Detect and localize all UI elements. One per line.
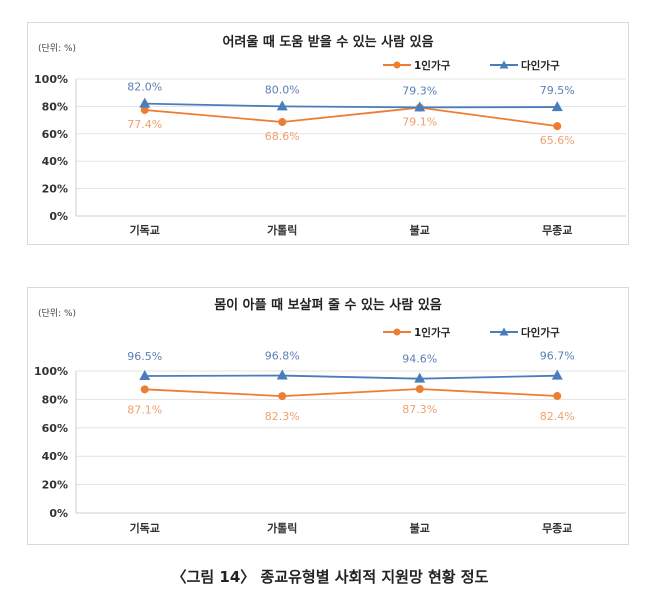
data-point-triangle: [276, 100, 288, 111]
data-label: 65.6%: [540, 134, 575, 147]
x-tick-label: 기독교: [130, 223, 160, 237]
data-label: 82.3%: [265, 410, 300, 423]
x-tick-label: 가톨릭: [267, 521, 297, 535]
data-label: 79.3%: [402, 84, 437, 97]
data-point-triangle: [414, 101, 426, 112]
data-label: 94.6%: [402, 353, 437, 366]
data-label: 77.4%: [127, 118, 162, 131]
data-point-triangle: [414, 372, 426, 383]
legend-label: 1인가구: [414, 59, 451, 72]
data-point-triangle: [276, 369, 288, 380]
chart-title: 어려울 때 도움 받을 수 있는 사람 있음: [222, 34, 433, 50]
data-point-circle: [140, 105, 149, 114]
chart-title: 몸이 아플 때 보살펴 줄 수 있는 사람 있음: [214, 297, 442, 313]
x-tick-label: 불교: [410, 522, 430, 535]
x-tick-label: 무종교: [542, 224, 572, 237]
data-label: 79.1%: [402, 116, 437, 129]
data-label: 96.8%: [265, 350, 300, 363]
chart-svg: 몸이 아플 때 보살펴 줄 수 있는 사람 있음 (단위: %) 0% 20% 40% 6…: [34, 297, 626, 535]
y-tick-label: 40%: [42, 450, 68, 463]
data-label: 96.5%: [127, 350, 162, 363]
x-tick-label: 가톨릭: [267, 223, 297, 237]
data-label: 68.6%: [265, 130, 300, 143]
y-tick-label: 20%: [42, 479, 68, 492]
data-label: 87.1%: [127, 403, 162, 416]
x-tick-label: 무종교: [542, 522, 572, 535]
legend-marker-triangle: [499, 327, 509, 336]
x-tick-label: 기독교: [130, 521, 160, 535]
legend-label: 다인가구: [521, 326, 560, 339]
data-point-circle: [278, 392, 287, 401]
data-point-triangle: [551, 101, 563, 112]
figure-caption: 〈그림 14〉 종교유형별 사회적 지원망 현황 정도: [171, 568, 489, 586]
x-tick-label: 불교: [410, 224, 430, 237]
unit-label: (단위: %): [38, 43, 76, 54]
data-label: 87.3%: [402, 403, 437, 416]
data-point-triangle: [139, 97, 151, 108]
data-point-circle: [140, 385, 149, 394]
y-tick-label: 0%: [49, 210, 68, 223]
data-point-triangle: [551, 369, 563, 380]
data-point-circle: [553, 122, 562, 131]
data-label: 80.0%: [265, 83, 300, 96]
y-tick-label: 40%: [42, 155, 68, 168]
data-point-circle: [415, 385, 424, 394]
y-tick-label: 100%: [34, 73, 68, 86]
y-tick-label: 60%: [42, 128, 68, 141]
data-label: 82.4%: [540, 410, 575, 423]
chart-svg: 어려울 때 도움 받을 수 있는 사람 있음 (단위: %) 0% 20% 40% 60%…: [34, 34, 626, 237]
legend-label: 1인가구: [414, 326, 451, 339]
chart-help-in-difficulty: 어려울 때 도움 받을 수 있는 사람 있음 (단위: %) 0% 20% 40% 60%…: [27, 22, 629, 245]
data-point-triangle: [139, 369, 151, 380]
chart-care-when-sick: 몸이 아플 때 보살펴 줄 수 있는 사람 있음 (단위: %) 0% 20% 40% 6…: [27, 287, 629, 545]
y-tick-label: 100%: [34, 365, 68, 378]
data-label: 79.5%: [540, 84, 575, 97]
series-line-single: [144, 106, 558, 128]
legend-marker-circle: [393, 61, 401, 69]
data-label: 96.7%: [540, 350, 575, 363]
data-point-circle: [553, 391, 562, 400]
series-line-single: [144, 388, 558, 398]
data-point-circle: [278, 118, 287, 127]
data-label: 82.0%: [127, 81, 162, 94]
legend-marker-triangle: [499, 60, 509, 69]
series-line-multi: [144, 374, 558, 380]
y-tick-label: 80%: [42, 100, 68, 113]
series-line-multi: [144, 102, 558, 109]
y-tick-label: 0%: [49, 507, 68, 520]
y-tick-label: 60%: [42, 422, 68, 435]
legend-label: 다인가구: [521, 59, 560, 72]
legend-marker-circle: [393, 328, 401, 336]
unit-label: (단위: %): [38, 308, 76, 319]
y-tick-label: 20%: [42, 183, 68, 196]
y-tick-label: 80%: [42, 393, 68, 406]
